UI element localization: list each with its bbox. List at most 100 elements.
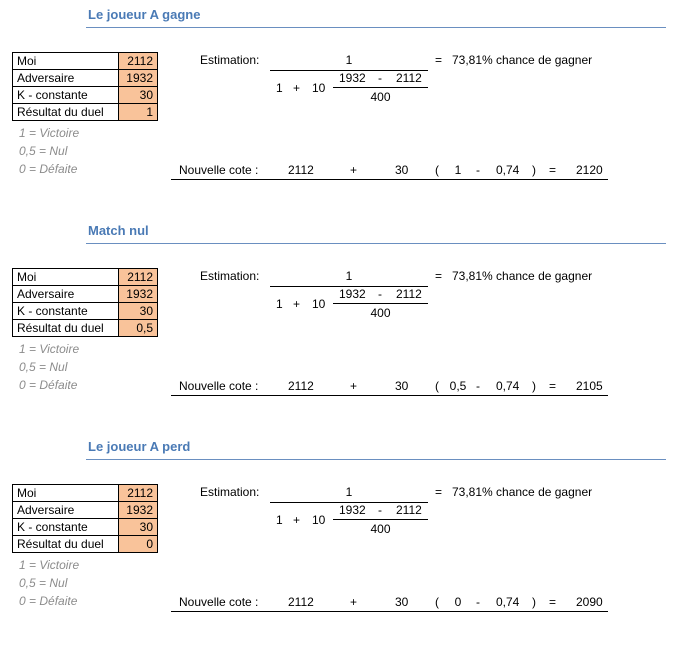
exponent-opponent: 1932 xyxy=(339,287,366,301)
new-rating-me: 2112 xyxy=(288,595,314,609)
table-label: K - constante xyxy=(12,518,119,536)
new-rating-value: 2105 xyxy=(576,379,603,393)
exponent-me: 2112 xyxy=(396,503,422,517)
exponent-denominator: 400 xyxy=(370,522,391,536)
exponent-me: 2112 xyxy=(396,71,422,85)
estimation-label: Estimation: xyxy=(200,269,260,283)
legend-defeat: 0 = Défaite xyxy=(19,594,78,608)
legend-draw: 0,5 = Nul xyxy=(19,360,68,374)
new-rating-close: ) xyxy=(532,163,536,177)
result-equals: = xyxy=(435,53,443,67)
table-row: Moi 2112 xyxy=(12,52,158,70)
formula-plus: + xyxy=(293,81,301,95)
new-rating-value: 2090 xyxy=(576,595,603,609)
exponent-minus: - xyxy=(378,503,382,517)
fraction-bar xyxy=(270,286,428,287)
new-rating-me: 2112 xyxy=(288,379,314,393)
fraction-bar xyxy=(270,502,428,503)
new-rating-plus: + xyxy=(350,379,358,393)
new-rating-prob: 0,74 xyxy=(496,595,520,609)
table-value[interactable]: 30 xyxy=(118,302,158,320)
table-value[interactable]: 0,5 xyxy=(118,319,158,337)
legend-defeat: 0 = Défaite xyxy=(19,378,78,392)
new-rating-close: ) xyxy=(532,595,536,609)
exponent-minus: - xyxy=(378,287,382,301)
new-rating-equals: = xyxy=(549,379,557,393)
formula-numerator: 1 xyxy=(345,53,353,67)
new-rating-minus: - xyxy=(476,379,480,393)
formula-one: 1 xyxy=(276,513,283,527)
new-rating-k: 30 xyxy=(395,379,409,393)
table-row: K - constante 30 xyxy=(12,86,158,104)
formula-plus: + xyxy=(293,513,301,527)
table-label: Adversaire xyxy=(12,285,119,303)
input-table: Moi 2112 Adversaire 1932 K - constante 30 R… xyxy=(12,484,158,553)
table-value[interactable]: 2112 xyxy=(118,52,158,70)
table-label: Résultat du duel xyxy=(12,319,119,337)
table-label: Moi xyxy=(12,268,119,286)
table-label: K - constante xyxy=(12,302,119,320)
title-underline xyxy=(86,243,666,244)
new-rating-underline xyxy=(171,179,608,180)
table-value[interactable]: 2112 xyxy=(118,268,158,286)
section-title: Le joueur A gagne xyxy=(88,7,201,22)
formula-ten: 10 xyxy=(312,297,326,311)
new-rating-open: ( xyxy=(435,379,439,393)
table-value[interactable]: 1 xyxy=(118,103,158,121)
table-label: Résultat du duel xyxy=(12,535,119,553)
section-loss: Le joueur A perd Moi 2112 Adversaire 1932 … xyxy=(0,439,680,649)
table-value[interactable]: 30 xyxy=(118,518,158,536)
new-rating-open: ( xyxy=(435,595,439,609)
new-rating-minus: - xyxy=(476,163,480,177)
exponent-denominator: 400 xyxy=(370,90,391,104)
result-probability: 73,81% chance de gagner xyxy=(452,485,593,499)
new-rating-underline xyxy=(171,395,608,396)
table-row: Adversaire 1932 xyxy=(12,501,158,519)
section-title: Match nul xyxy=(88,223,149,238)
table-label: K - constante xyxy=(12,86,119,104)
formula-numerator: 1 xyxy=(345,485,353,499)
new-rating-label: Nouvelle cote : xyxy=(179,379,259,393)
new-rating-k: 30 xyxy=(395,595,409,609)
new-rating-k: 30 xyxy=(395,163,409,177)
new-rating-label: Nouvelle cote : xyxy=(179,163,259,177)
table-value[interactable]: 1932 xyxy=(118,69,158,87)
legend-defeat: 0 = Défaite xyxy=(19,162,78,176)
table-value[interactable]: 2112 xyxy=(118,484,158,502)
exponent-me: 2112 xyxy=(396,287,422,301)
table-value[interactable]: 30 xyxy=(118,86,158,104)
exponent-bar xyxy=(333,303,428,304)
new-rating-me: 2112 xyxy=(288,163,314,177)
table-row: Adversaire 1932 xyxy=(12,69,158,87)
exponent-opponent: 1932 xyxy=(339,71,366,85)
table-row: Résultat du duel 0 xyxy=(12,535,158,553)
table-value[interactable]: 1932 xyxy=(118,501,158,519)
new-rating-plus: + xyxy=(350,163,358,177)
exponent-opponent: 1932 xyxy=(339,503,366,517)
fraction-bar xyxy=(270,70,428,71)
input-table: Moi 2112 Adversaire 1932 K - constante 30 R… xyxy=(12,52,158,121)
table-value[interactable]: 0 xyxy=(118,535,158,553)
section-win: Le joueur A gagne Moi 2112 Adversaire 1932… xyxy=(0,7,680,217)
new-rating-value: 2120 xyxy=(576,163,603,177)
table-value[interactable]: 1932 xyxy=(118,285,158,303)
formula-one: 1 xyxy=(276,81,283,95)
estimation-label: Estimation: xyxy=(200,53,260,67)
legend-victory: 1 = Victoire xyxy=(19,558,80,572)
legend-draw: 0,5 = Nul xyxy=(19,144,68,158)
new-rating-equals: = xyxy=(549,595,557,609)
title-underline xyxy=(86,27,666,28)
new-rating-minus: - xyxy=(476,595,480,609)
table-label: Résultat du duel xyxy=(12,103,119,121)
section-title: Le joueur A perd xyxy=(88,439,191,454)
exponent-denominator: 400 xyxy=(370,306,391,320)
formula-numerator: 1 xyxy=(345,269,353,283)
table-label: Adversaire xyxy=(12,69,119,87)
new-rating-prob: 0,74 xyxy=(496,379,520,393)
result-probability: 73,81% chance de gagner xyxy=(452,53,593,67)
new-rating-result: 1 xyxy=(454,163,462,177)
result-equals: = xyxy=(435,269,443,283)
formula-ten: 10 xyxy=(312,513,326,527)
new-rating-underline xyxy=(171,611,608,612)
legend-draw: 0,5 = Nul xyxy=(19,576,68,590)
